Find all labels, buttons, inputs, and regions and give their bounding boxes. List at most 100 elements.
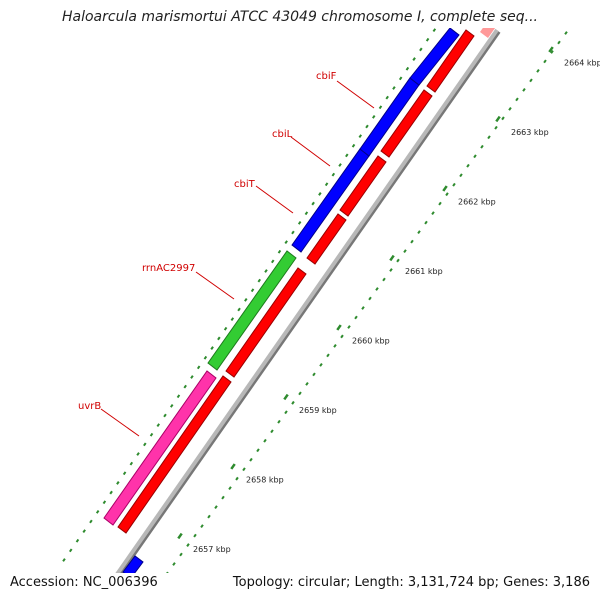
minor-tick <box>270 429 274 434</box>
minor-tick <box>312 372 316 377</box>
minor-tick <box>515 97 519 102</box>
forward-strand-features <box>103 28 460 573</box>
minor-tick <box>333 344 337 348</box>
minor-tick <box>522 87 526 92</box>
minor-tick <box>494 125 498 130</box>
scale-tick-label: 2660 kbp <box>352 337 390 346</box>
minor-tick <box>210 346 214 350</box>
minor-tick <box>473 154 477 159</box>
leader-line-cbiL <box>290 136 331 167</box>
minor-tick <box>277 249 282 254</box>
scale-tick-label: 2657 kbp <box>193 545 231 554</box>
minor-tick <box>354 315 358 320</box>
scale-tick-label: 2662 kbp <box>458 198 496 207</box>
minor-tick <box>564 31 568 35</box>
scale-tick-label: 2663 kbp <box>511 128 549 137</box>
minor-tick <box>331 172 336 177</box>
minor-tick <box>319 362 323 367</box>
scale-tick-label: 2658 kbp <box>246 476 284 485</box>
minor-tick <box>244 298 248 302</box>
major-ticks: 2657 kbp 2658 kbp 2659 kbp 2660 kbp 2661 kbp… <box>177 46 600 554</box>
minor-tick <box>242 467 246 472</box>
minor-tick <box>149 432 154 437</box>
minor-tick <box>214 505 218 510</box>
major-tick <box>230 463 236 470</box>
leader-line-cbiT <box>255 185 294 214</box>
minor-tick <box>403 249 407 253</box>
minor-tick <box>129 461 134 466</box>
minor-tick <box>176 394 181 399</box>
minor-tick <box>109 490 113 495</box>
minor-tick <box>156 423 161 428</box>
minor-tick <box>543 59 547 64</box>
minor-tick <box>186 543 190 547</box>
minor-tick <box>508 106 512 111</box>
minor-tick <box>338 163 342 167</box>
minor-tick <box>318 192 322 196</box>
minor-tick <box>172 562 176 566</box>
minor-tick <box>371 114 376 119</box>
gene-feature-uvrB <box>103 370 217 526</box>
minor-tick <box>200 524 204 528</box>
gene-label-cbiF: cbiF <box>316 71 337 82</box>
minor-tick <box>375 287 379 291</box>
minor-tick <box>270 259 275 264</box>
gene-label-lines <box>100 80 375 437</box>
minor-tick <box>572 22 574 25</box>
reverse-cds-feature <box>117 375 232 534</box>
major-tick <box>442 185 448 192</box>
minor-tick <box>159 582 161 585</box>
minor-tick <box>459 173 463 178</box>
minor-tick <box>62 558 66 562</box>
reverse-cds-feature <box>380 89 433 158</box>
minor-tick <box>440 19 442 22</box>
leader-line-uvrB <box>100 408 140 437</box>
minor-tick <box>235 476 239 481</box>
minor-tick <box>75 538 80 543</box>
leader-line-cbiF <box>336 80 375 109</box>
minor-tick <box>382 277 386 282</box>
minor-tick <box>405 66 410 71</box>
minor-tick <box>389 268 393 272</box>
minor-tick <box>557 40 561 45</box>
minor-tick <box>365 124 369 129</box>
reverse-cds-feature <box>339 155 387 217</box>
minor-tick <box>412 57 416 61</box>
minor-tick <box>183 384 187 389</box>
minor-tick <box>68 548 73 553</box>
minor-tick <box>217 336 221 341</box>
minor-tick <box>351 143 356 148</box>
backbone <box>115 28 499 573</box>
minor-tick <box>305 381 309 386</box>
minor-tick <box>326 353 330 358</box>
minor-tick <box>550 50 554 54</box>
minor-tick <box>207 514 211 519</box>
minor-tick <box>425 37 430 42</box>
minor-tick <box>122 471 127 476</box>
minor-tick <box>324 182 329 187</box>
minor-tick <box>368 296 372 301</box>
reverse-cds-feature <box>426 29 475 93</box>
minor-tick <box>277 419 281 424</box>
forward-cds-feature <box>122 555 144 573</box>
minor-tick <box>291 400 295 405</box>
minor-tick <box>190 375 194 379</box>
minor-tick <box>297 220 302 225</box>
minor-tick <box>163 413 167 418</box>
minor-tick <box>358 134 363 139</box>
minor-tick <box>263 438 267 443</box>
minor-tick <box>501 116 505 121</box>
minor-tick <box>136 452 140 456</box>
leader-line-rrnAC2997 <box>195 271 235 300</box>
minor-tick <box>249 457 253 462</box>
gene-label-cbiL: cbiL <box>272 129 293 140</box>
minor-tick <box>95 509 100 514</box>
minor-tick <box>284 240 288 244</box>
minor-tick <box>452 182 456 187</box>
minor-tick <box>529 78 533 83</box>
minor-tick <box>311 201 315 206</box>
minor-tick <box>116 481 120 485</box>
reverse-strand-features <box>117 28 496 534</box>
accession-label: Accession: NC_006396 <box>10 575 158 590</box>
